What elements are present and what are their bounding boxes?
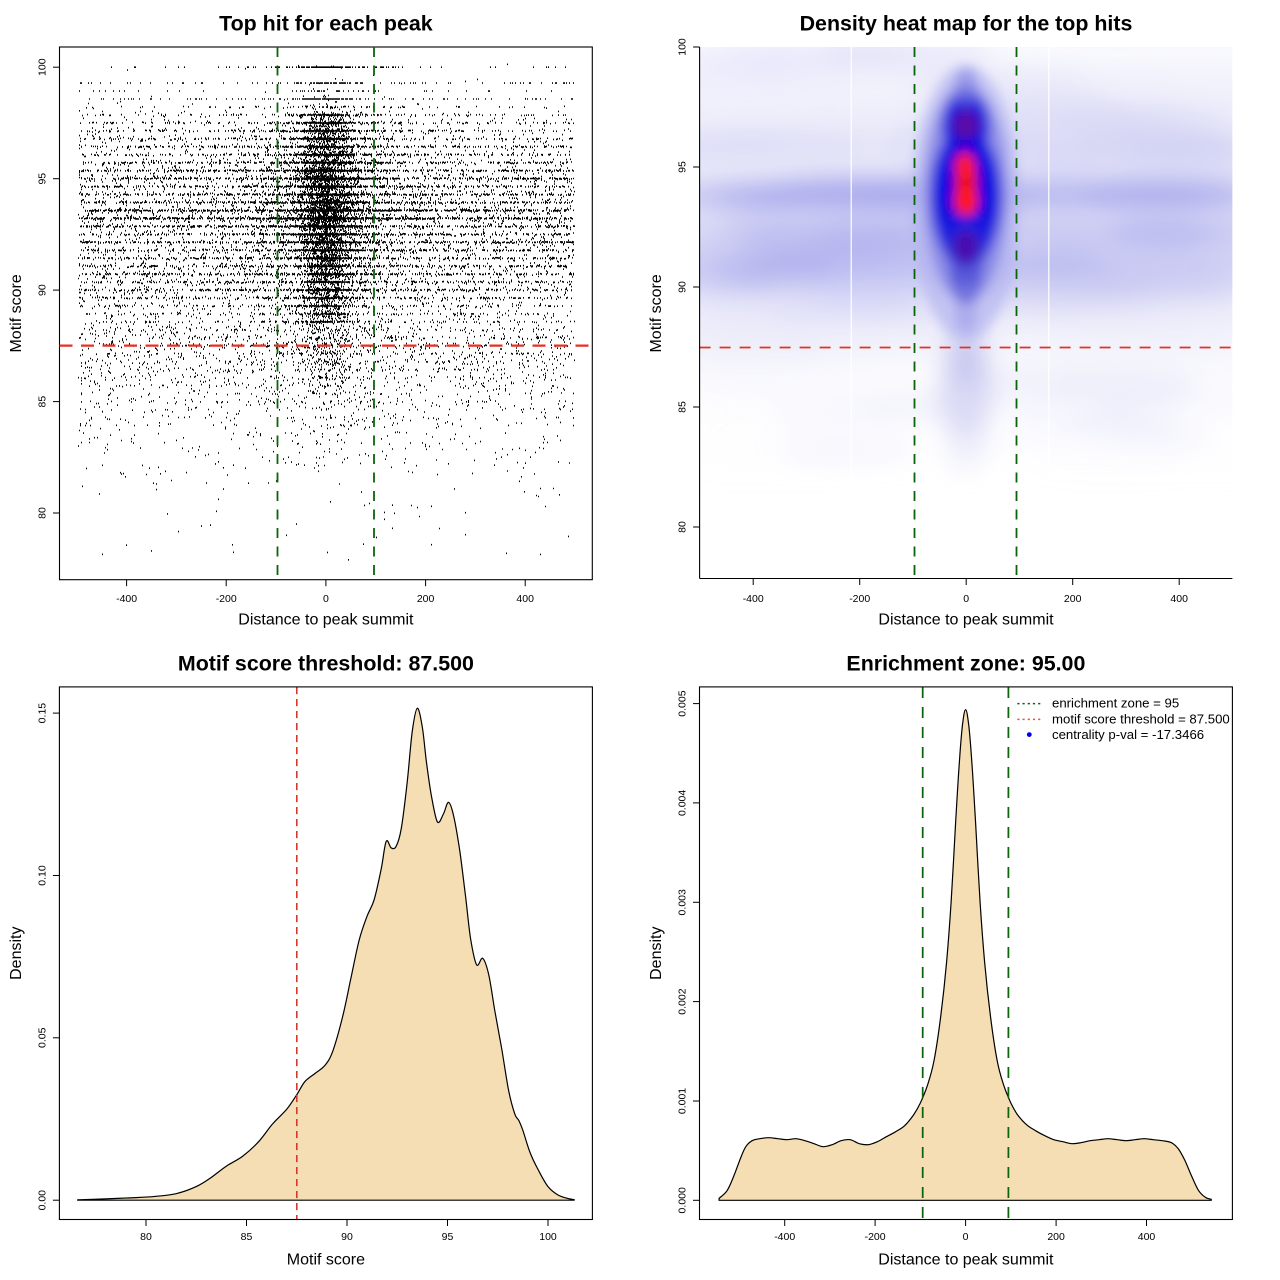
svg-text:0.001: 0.001: [676, 1088, 688, 1114]
svg-text:80: 80: [36, 507, 48, 519]
svg-text:85: 85: [36, 396, 48, 408]
svg-text:400: 400: [1170, 593, 1188, 605]
svg-text:90: 90: [341, 1231, 353, 1243]
svg-text:Top hit for each peak: Top hit for each peak: [219, 11, 433, 35]
svg-text:-200: -200: [216, 593, 237, 605]
svg-text:400: 400: [1138, 1231, 1156, 1243]
svg-text:0.00: 0.00: [36, 1190, 48, 1211]
svg-text:Motif score: Motif score: [648, 274, 665, 352]
svg-text:80: 80: [140, 1231, 152, 1243]
svg-text:90: 90: [676, 281, 688, 293]
svg-text:400: 400: [516, 593, 534, 605]
svg-text:85: 85: [241, 1231, 253, 1243]
svg-text:200: 200: [1047, 1231, 1065, 1243]
svg-text:Density heat map for the top h: Density heat map for the top hits: [800, 11, 1133, 35]
svg-text:0.002: 0.002: [676, 988, 688, 1014]
svg-text:200: 200: [417, 593, 435, 605]
svg-text:0.004: 0.004: [676, 790, 688, 816]
svg-text:0: 0: [963, 593, 969, 605]
svg-text:0.003: 0.003: [676, 889, 688, 915]
svg-text:0.005: 0.005: [676, 690, 688, 716]
svg-text:200: 200: [1064, 593, 1082, 605]
svg-text:Density: Density: [8, 927, 25, 980]
svg-text:100: 100: [676, 38, 688, 56]
svg-text:Distance to peak summit: Distance to peak summit: [878, 612, 1054, 629]
svg-text:0.15: 0.15: [36, 703, 48, 724]
svg-text:0.05: 0.05: [36, 1027, 48, 1048]
svg-text:Distance to peak summit: Distance to peak summit: [238, 612, 414, 629]
svg-text:Distance to peak summit: Distance to peak summit: [878, 1252, 1054, 1269]
svg-text:Enrichment zone: 95.00: Enrichment zone: 95.00: [846, 652, 1085, 676]
svg-text:100: 100: [36, 58, 48, 76]
svg-text:95: 95: [36, 173, 48, 185]
svg-text:-200: -200: [849, 593, 870, 605]
svg-text:Motif score: Motif score: [8, 274, 25, 352]
svg-text:90: 90: [36, 284, 48, 296]
svg-text:Motif score threshold: 87.500: Motif score threshold: 87.500: [178, 652, 474, 676]
svg-text:centrality p-val = -17.3466: centrality p-val = -17.3466: [1052, 727, 1204, 742]
svg-text:motif score threshold = 87.500: motif score threshold = 87.500: [1052, 711, 1230, 726]
svg-text:Motif score: Motif score: [287, 1252, 365, 1269]
svg-text:85: 85: [676, 401, 688, 413]
svg-text:80: 80: [676, 521, 688, 533]
svg-text:-400: -400: [774, 1231, 795, 1243]
svg-text:95: 95: [442, 1231, 454, 1243]
svg-text:95: 95: [676, 161, 688, 173]
svg-text:-200: -200: [865, 1231, 886, 1243]
svg-text:-400: -400: [743, 593, 764, 605]
svg-text:-400: -400: [116, 593, 137, 605]
svg-text:0: 0: [323, 593, 329, 605]
svg-text:Density: Density: [648, 927, 665, 980]
svg-text:0.000: 0.000: [676, 1187, 688, 1213]
svg-text:0.10: 0.10: [36, 865, 48, 886]
svg-text:enrichment zone = 95: enrichment zone = 95: [1052, 696, 1179, 711]
svg-text:0: 0: [963, 1231, 969, 1243]
svg-text:100: 100: [539, 1231, 557, 1243]
